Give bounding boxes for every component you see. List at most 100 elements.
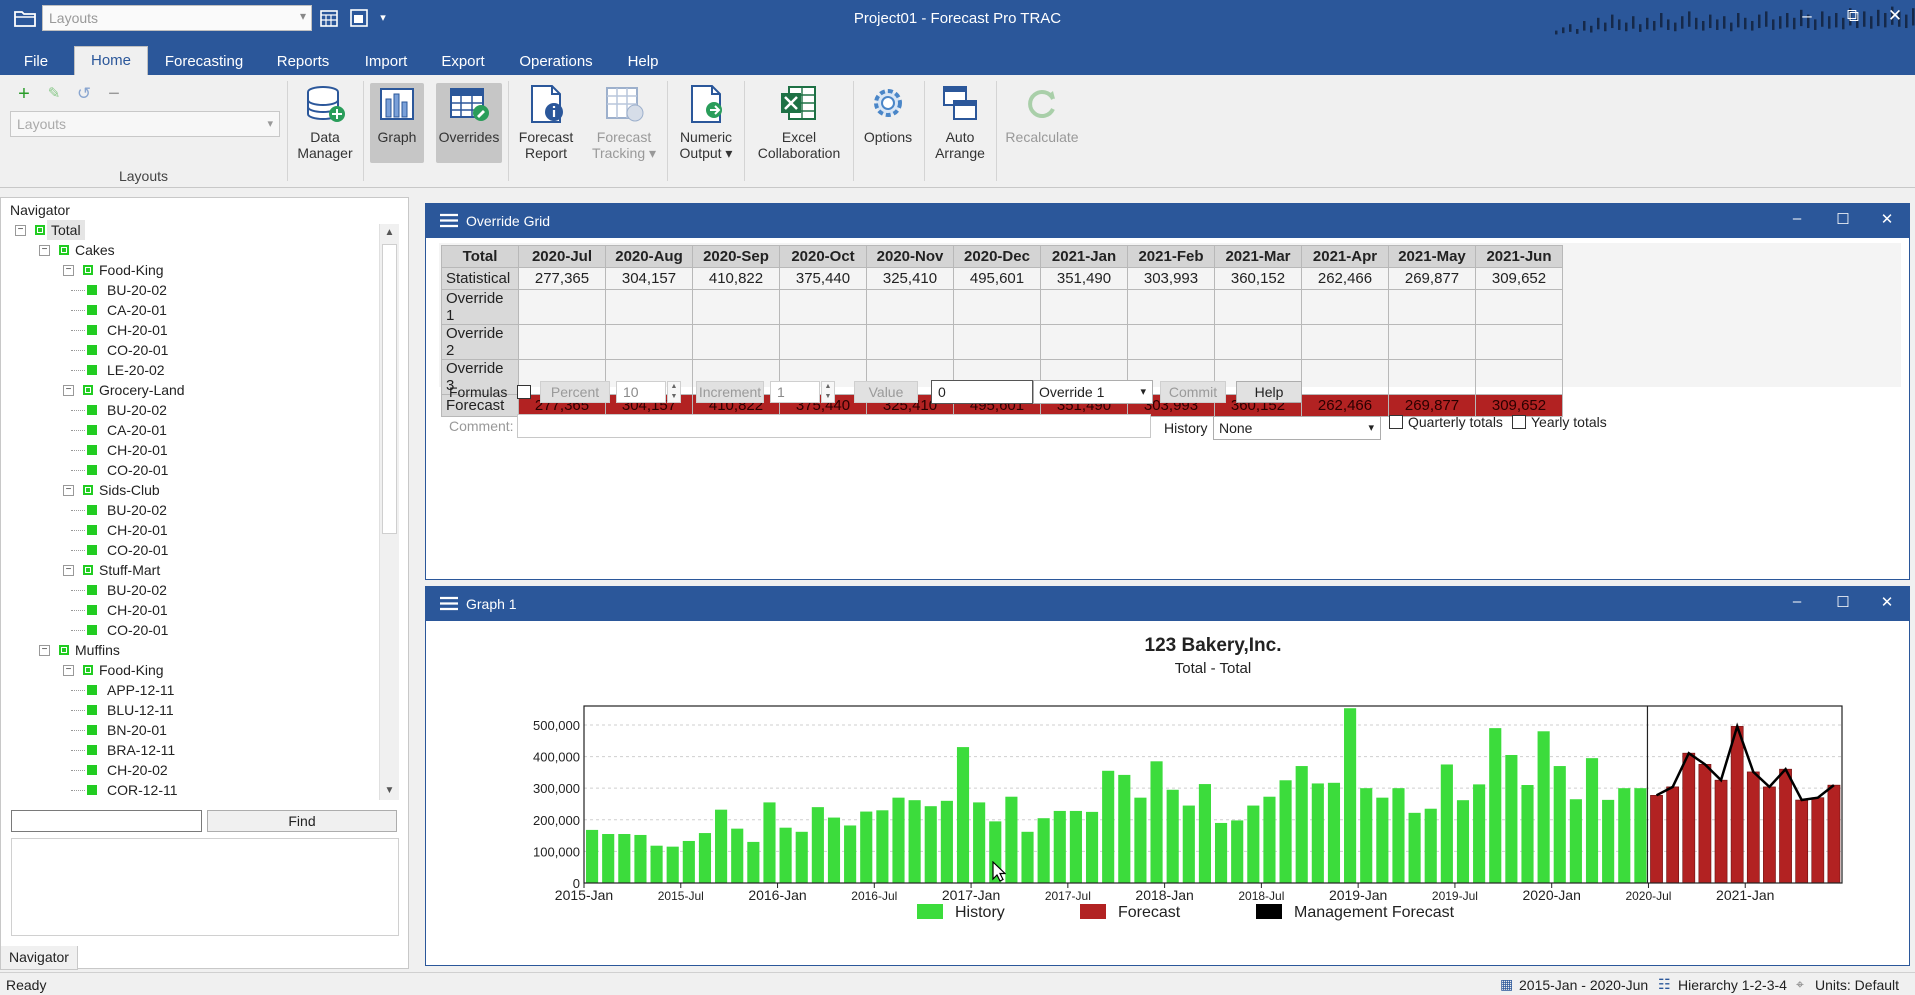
window-layout-icon[interactable] — [349, 8, 369, 28]
status-date-range[interactable]: 2015-Jan - 2020-Jun — [1519, 977, 1649, 993]
increment-button[interactable]: Increment — [696, 381, 764, 403]
commit-button[interactable]: Commit — [1160, 381, 1226, 403]
panel-maximize-button[interactable]: ☐ — [1836, 211, 1850, 228]
grid-cell[interactable] — [1127, 289, 1215, 325]
percent-button[interactable]: Percent — [540, 381, 610, 403]
menu-operations[interactable]: Operations — [519, 53, 593, 70]
grid-cell[interactable] — [1040, 324, 1128, 360]
percent-spinner[interactable]: ▲ ▼ — [667, 381, 681, 403]
grid-cell[interactable] — [1388, 324, 1476, 360]
value-button[interactable]: Value — [854, 381, 918, 403]
tree-leaf[interactable]: BU-20-02 — [11, 400, 376, 420]
tree-leaf[interactable]: LE-20-02 — [11, 360, 376, 380]
auto-arrange-button[interactable]: Auto Arrange — [928, 83, 992, 163]
grid-cell[interactable] — [1475, 324, 1563, 360]
hamburger-menu-icon[interactable] — [440, 213, 458, 228]
tree-node[interactable]: − Stuff-Mart — [11, 560, 376, 580]
grid-cell[interactable] — [1040, 289, 1128, 325]
collapse-icon[interactable]: − — [63, 665, 74, 676]
collapse-icon[interactable]: − — [63, 485, 74, 496]
yearly-totals-checkbox[interactable] — [1512, 415, 1526, 429]
grid-cell[interactable] — [692, 289, 780, 325]
navigator-notes-box[interactable] — [11, 838, 399, 936]
grid-cell[interactable] — [1301, 324, 1389, 360]
grid-cell[interactable] — [1214, 324, 1302, 360]
panel-maximize-button[interactable]: ☐ — [1836, 594, 1850, 611]
grid-cell[interactable] — [1475, 289, 1563, 325]
menu-help[interactable]: Help — [627, 53, 659, 70]
grid-cell[interactable] — [1301, 289, 1389, 325]
grid-cell[interactable] — [605, 324, 693, 360]
history-select[interactable]: None ▾ — [1213, 416, 1381, 440]
grid-cell[interactable]: 303,993 — [1127, 267, 1215, 290]
hamburger-menu-icon[interactable] — [440, 596, 458, 611]
panel-close-button[interactable]: ✕ — [1880, 594, 1894, 611]
grid-cell[interactable] — [1388, 359, 1476, 395]
panel-close-button[interactable]: ✕ — [1880, 211, 1894, 228]
tree-node[interactable]: − Food-King — [11, 260, 376, 280]
restore-button[interactable]: ⧉ — [1846, 6, 1860, 25]
grid-cell[interactable] — [692, 324, 780, 360]
tree-leaf[interactable]: CA-20-01 — [11, 300, 376, 320]
graph-button[interactable]: Graph — [370, 83, 424, 163]
scroll-thumb[interactable] — [382, 244, 397, 534]
collapse-icon[interactable]: − — [39, 245, 50, 256]
menu-file[interactable]: File — [23, 53, 49, 70]
grid-cell[interactable]: 309,652 — [1475, 267, 1563, 290]
grid-cell[interactable]: 495,601 — [953, 267, 1041, 290]
tree-leaf[interactable]: BU-20-02 — [11, 500, 376, 520]
grid-cell[interactable]: 410,822 — [692, 267, 780, 290]
forecast-tracking-button[interactable]: Forecast Tracking ▾ — [585, 83, 663, 163]
status-units[interactable]: Units: Default — [1815, 977, 1900, 993]
open-folder-icon[interactable] — [14, 9, 36, 27]
edit-layout-icon[interactable]: ✎ — [47, 85, 61, 102]
tree-leaf[interactable]: CH-20-01 — [11, 520, 376, 540]
comment-input[interactable] — [517, 414, 1151, 438]
menu-forecasting[interactable]: Forecasting — [164, 53, 244, 70]
formulas-checkbox[interactable] — [517, 385, 531, 399]
add-layout-icon[interactable]: + — [18, 83, 30, 105]
grid-cell[interactable] — [779, 289, 867, 325]
grid-cell[interactable] — [953, 289, 1041, 325]
tree-leaf[interactable]: BU-20-02 — [11, 280, 376, 300]
forecast-chart[interactable]: 123 Bakery,Inc. Total - Total 0100,00020… — [427, 622, 1909, 964]
tree-node[interactable]: − Muffins — [11, 640, 376, 660]
tree-node[interactable]: − Total — [11, 220, 376, 240]
numeric-output-button[interactable]: Numeric Output ▾ — [672, 83, 740, 163]
help-button[interactable]: Help — [1236, 381, 1302, 403]
tree-leaf[interactable]: CH-20-01 — [11, 320, 376, 340]
grid-cell[interactable] — [953, 324, 1041, 360]
tree-leaf[interactable]: CH-20-01 — [11, 440, 376, 460]
ribbon-layouts-combo[interactable]: Layouts ▾ — [10, 111, 280, 137]
grid-cell[interactable]: 304,157 — [605, 267, 693, 290]
options-button[interactable]: Options — [858, 83, 918, 163]
grid-cell[interactable]: 375,440 — [779, 267, 867, 290]
overrides-button[interactable]: Overrides — [436, 83, 502, 163]
tree-leaf[interactable]: BRA-12-11 — [11, 740, 376, 760]
tree-leaf[interactable]: CO-20-01 — [11, 540, 376, 560]
grid-cell[interactable] — [1301, 359, 1389, 395]
tree-leaf[interactable]: CH-20-02 — [11, 760, 376, 780]
close-button[interactable]: ✕ — [1887, 6, 1903, 25]
tree-leaf[interactable]: CO-20-01 — [11, 460, 376, 480]
collapse-icon[interactable]: − — [15, 225, 26, 236]
tree-node[interactable]: − Sids-Club — [11, 480, 376, 500]
grid-cell[interactable]: 360,152 — [1214, 267, 1302, 290]
grid-cell[interactable] — [1127, 324, 1215, 360]
status-hierarchy[interactable]: Hierarchy 1-2-3-4 — [1678, 977, 1787, 993]
find-button[interactable]: Find — [207, 810, 397, 832]
layout-combo[interactable]: Layouts ▾ — [42, 5, 312, 31]
tree-leaf[interactable]: CO-20-01 — [11, 340, 376, 360]
grid-cell[interactable] — [518, 324, 606, 360]
panel-minimize-button[interactable]: – — [1792, 210, 1802, 227]
panel-minimize-button[interactable]: – — [1792, 593, 1802, 610]
value-input[interactable]: 0 — [931, 380, 1033, 404]
menu-import[interactable]: Import — [364, 53, 408, 70]
menu-reports[interactable]: Reports — [276, 53, 330, 70]
tree-node[interactable]: − Food-King — [11, 660, 376, 680]
tree-node[interactable]: − Grocery-Land — [11, 380, 376, 400]
calendar-grid-icon[interactable] — [319, 8, 339, 28]
grid-cell[interactable] — [605, 289, 693, 325]
tree-leaf[interactable]: CH-20-01 — [11, 600, 376, 620]
quarterly-totals-checkbox[interactable] — [1389, 415, 1403, 429]
